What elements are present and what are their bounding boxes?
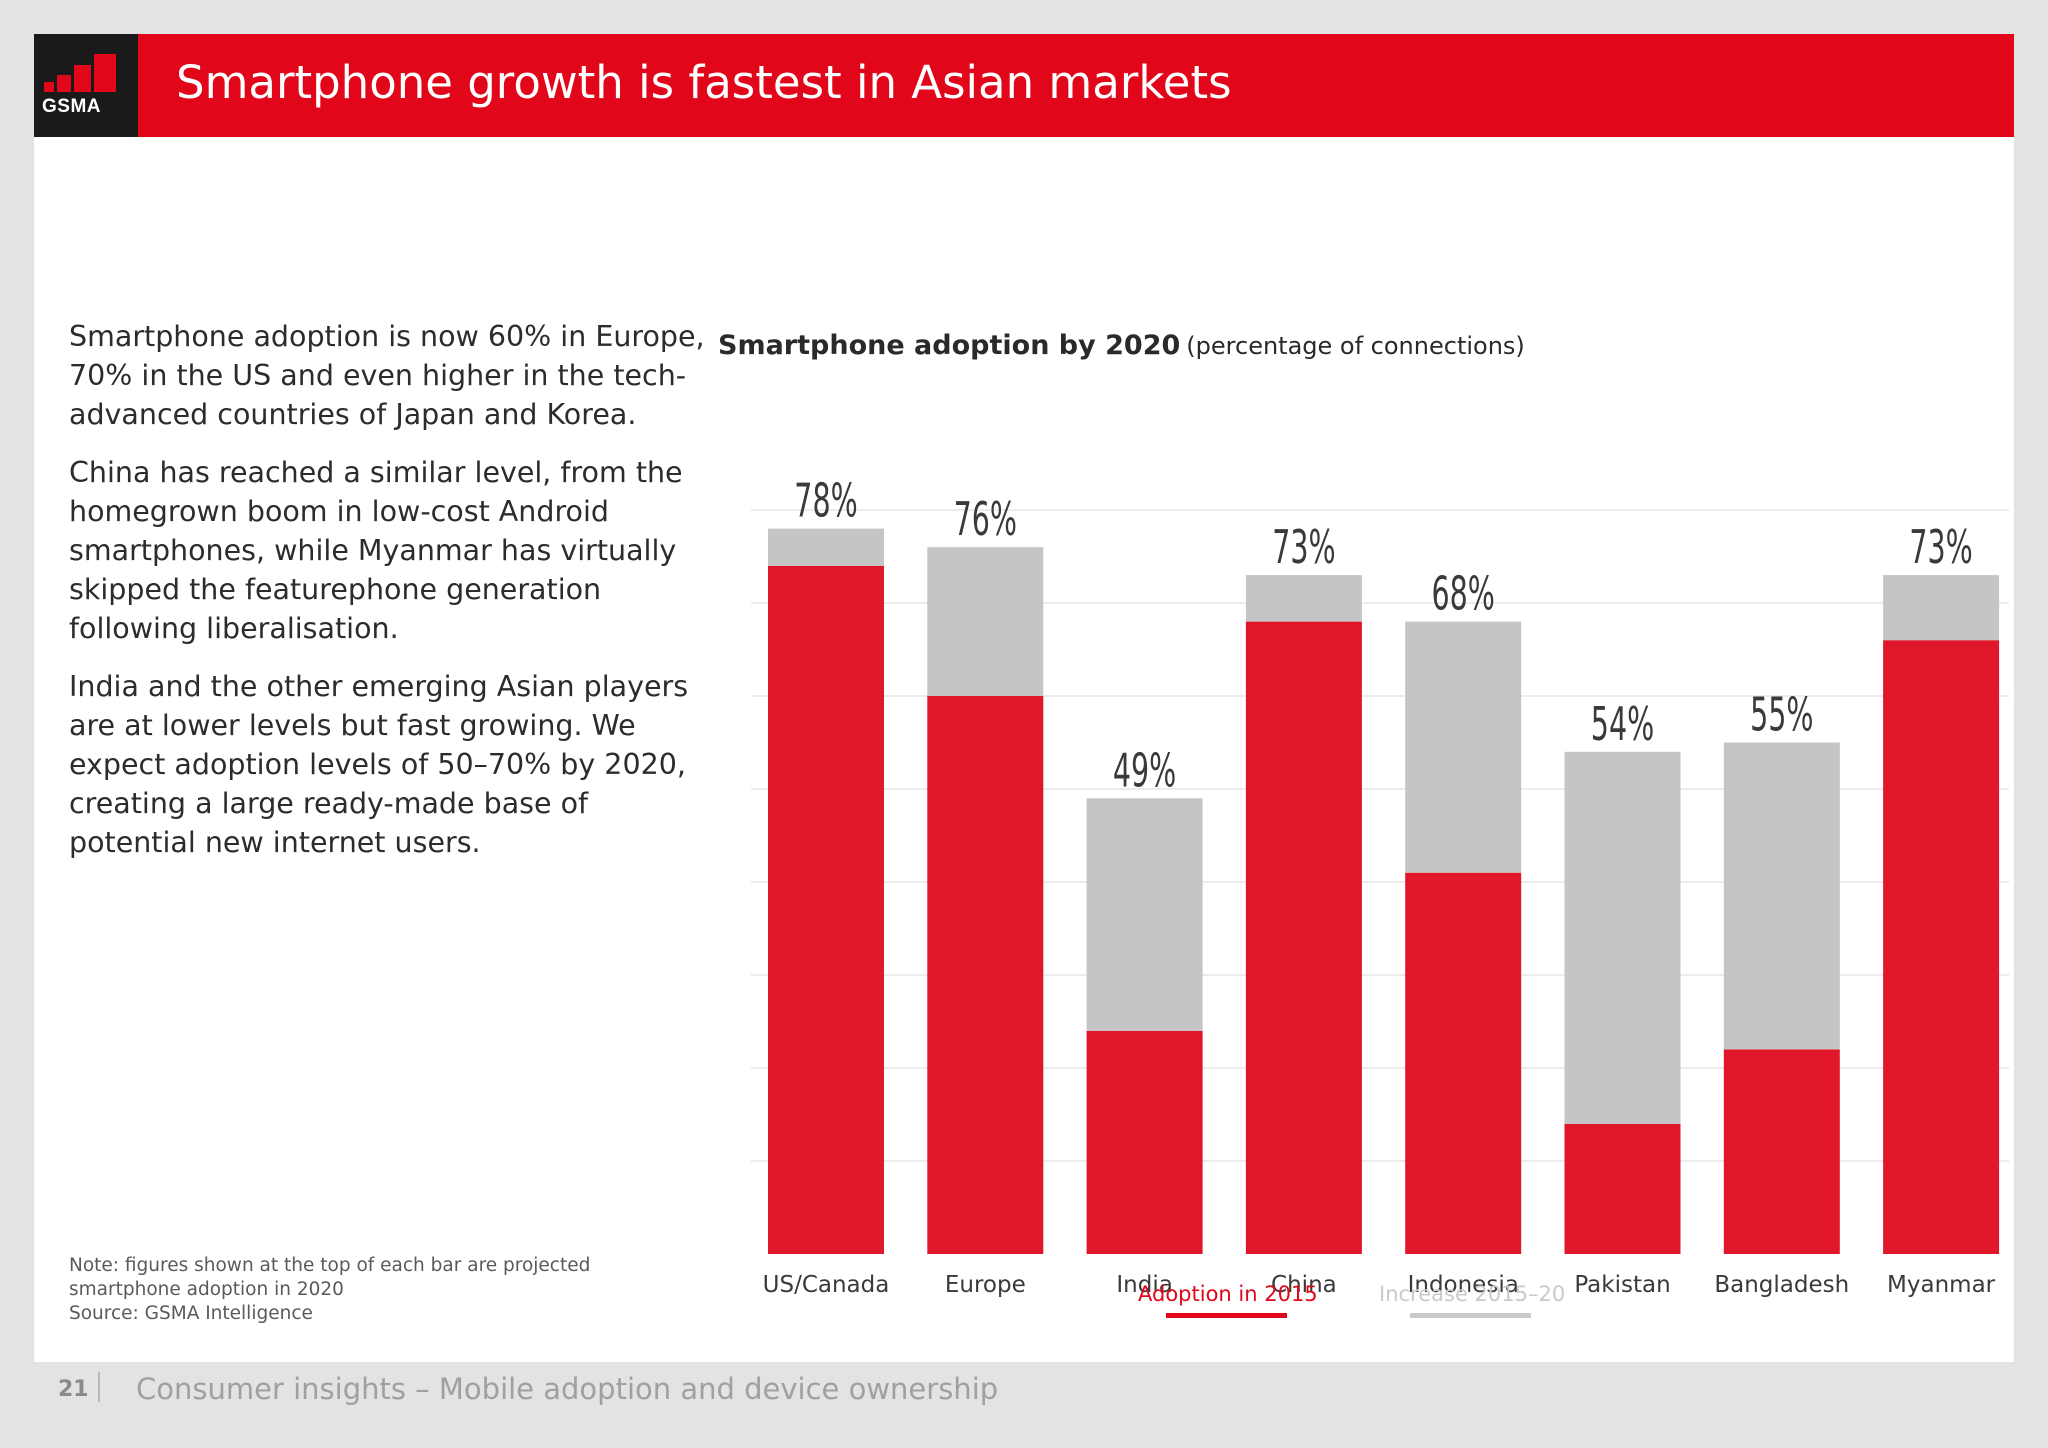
chart-note: Note: figures shown at the top of each b… — [69, 1254, 689, 1326]
legend-swatch-increase — [1410, 1313, 1531, 1318]
bar-adoption-2015 — [927, 696, 1044, 1254]
source-line: Source: GSMA Intelligence — [69, 1303, 313, 1324]
bar-increase-2015-20 — [768, 528, 884, 566]
category-label: Europe — [945, 1272, 1026, 1298]
bar-increase-2015-20 — [927, 547, 1044, 696]
legend-adoption-2015: Adoption in 2015 — [1138, 1282, 1318, 1306]
paragraph: Smartphone adoption is now 60% in Europe… — [69, 320, 705, 431]
bar-increase-2015-20 — [1405, 621, 1522, 873]
bar-data-label: 54% — [1591, 698, 1654, 752]
logo-bar-icon — [57, 75, 71, 92]
category-label: Myanmar — [1887, 1272, 1996, 1298]
bar-data-label: 76% — [954, 493, 1017, 547]
legend-increase: Increase 2015–20 — [1379, 1282, 1566, 1306]
logo-text: GSMA — [42, 96, 101, 117]
bar-data-label: 49% — [1113, 744, 1176, 798]
bar-adoption-2015 — [768, 565, 884, 1254]
bar-data-label: 55% — [1750, 688, 1813, 742]
header-bar: GSMA Smartphone growth is fastest in Asi… — [34, 34, 2014, 137]
chart-title-main: Smartphone adoption by 2020 — [718, 330, 1181, 361]
bar-adoption-2015 — [1245, 621, 1362, 1254]
bar-data-label: 73% — [1272, 521, 1335, 575]
footer-divider — [98, 1372, 100, 1402]
category-label: Indonesia — [1408, 1272, 1519, 1298]
category-label: Pakistan — [1574, 1272, 1670, 1298]
bar-chart-svg: 78% US/Canada 76% Europe 49% India 73% China 68%… — [751, 475, 2009, 1298]
logo-bar-icon — [94, 54, 116, 92]
paragraph: China has reached a similar level, from … — [69, 456, 683, 645]
legend-swatch-adoption — [1166, 1313, 1287, 1318]
body-text: Smartphone adoption is now 60% in Europe… — [69, 317, 709, 881]
note-line: smartphone adoption in 2020 — [69, 1279, 344, 1300]
note-line: Note: figures shown at the top of each b… — [69, 1255, 591, 1276]
bar-increase-2015-20 — [1245, 575, 1362, 622]
footer-text: Consumer insights – Mobile adoption and … — [136, 1372, 999, 1406]
bar-data-label: 73% — [1909, 521, 1972, 575]
category-label: US/Canada — [763, 1272, 890, 1298]
logo-bar-icon — [74, 65, 91, 92]
gsma-logo: GSMA — [34, 34, 138, 137]
slide: GSMA Smartphone growth is fastest in Asi… — [34, 34, 2014, 1362]
category-label: China — [1271, 1272, 1337, 1298]
chart-title: Smartphone adoption by 2020 (percentage o… — [718, 330, 1525, 361]
bar-increase-2015-20 — [1086, 798, 1203, 1031]
bar-adoption-2015 — [1086, 1030, 1203, 1254]
category-label: Bangladesh — [1714, 1272, 1849, 1298]
bar-data-label: 68% — [1432, 568, 1495, 622]
paragraph: India and the other emerging Asian playe… — [69, 670, 689, 859]
bar-adoption-2015 — [1405, 872, 1522, 1254]
bar-adoption-2015 — [1883, 640, 2000, 1254]
bar-increase-2015-20 — [1883, 575, 2000, 641]
category-label: India — [1116, 1272, 1172, 1298]
page-title: Smartphone growth is fastest in Asian ma… — [176, 56, 1232, 109]
bar-chart: 78% US/Canada 76% Europe 49% India 73% China 68%… — [709, 474, 2009, 1374]
bar-adoption-2015 — [1564, 1123, 1681, 1254]
logo-bar-icon — [44, 82, 54, 92]
bar-data-label: 78% — [794, 475, 857, 529]
page-number: 21 — [58, 1377, 89, 1402]
chart-subtitle: (percentage of connections) — [1186, 332, 1525, 360]
bar-adoption-2015 — [1723, 1049, 1840, 1254]
bar-increase-2015-20 — [1564, 751, 1681, 1124]
bar-increase-2015-20 — [1723, 742, 1840, 1050]
